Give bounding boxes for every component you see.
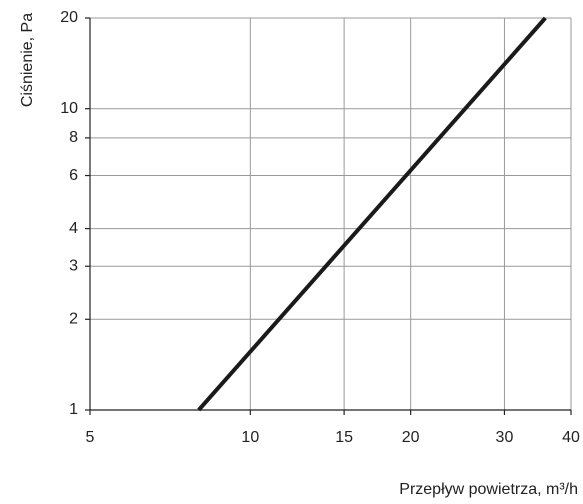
x-tick-label: 5 [86,429,95,446]
y-tick-label: 1 [69,401,78,418]
y-tick-label: 8 [69,129,78,146]
line-series [197,16,547,412]
y-tick-label: 3 [69,257,78,274]
x-tick-label: 10 [241,429,259,446]
y-tick-label: 2 [69,311,78,328]
x-axis-label: Przepływ powietrza, m³/h [399,481,578,498]
x-tick-label: 20 [402,429,420,446]
y-tick-label: 6 [69,167,78,184]
x-tick-label: 30 [496,429,514,446]
x-tick-label: 15 [335,429,353,446]
y-tick-label: 10 [60,100,78,117]
x-tick-label: 40 [562,429,580,446]
y-axis-label: Ciśnienie, Pa [19,13,36,107]
y-tick-label: 4 [69,220,78,237]
y-tick-label: 20 [60,9,78,26]
